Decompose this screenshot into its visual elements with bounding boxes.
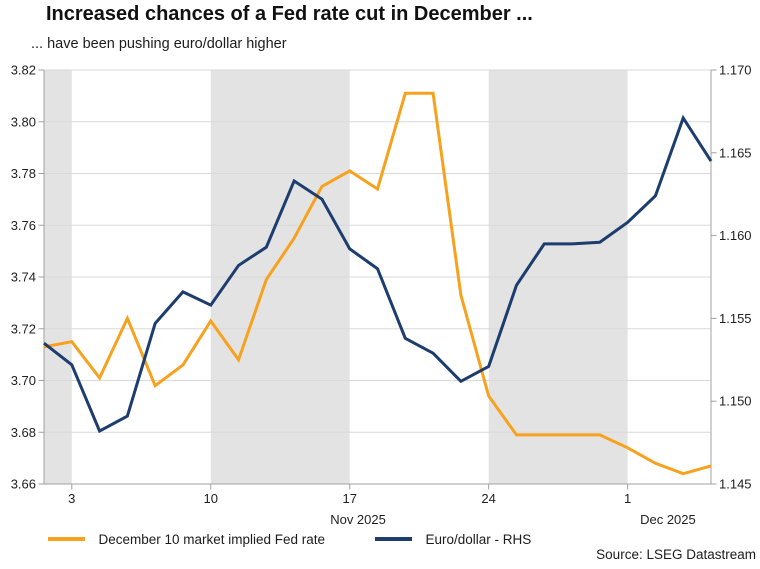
svg-text:3.82: 3.82 xyxy=(11,63,36,78)
svg-text:Nov 2025: Nov 2025 xyxy=(330,512,386,527)
svg-text:17: 17 xyxy=(342,491,356,506)
legend-item-eurodollar: Euro/dollar - RHS xyxy=(375,531,531,549)
chart-title: Increased chances of a Fed rate cut in D… xyxy=(46,3,533,25)
svg-text:1.145: 1.145 xyxy=(719,477,752,492)
svg-text:1.165: 1.165 xyxy=(719,145,752,160)
svg-text:10: 10 xyxy=(204,491,218,506)
svg-text:3.70: 3.70 xyxy=(11,373,36,388)
svg-text:1.155: 1.155 xyxy=(719,311,752,326)
svg-text:3.68: 3.68 xyxy=(11,425,36,440)
svg-text:3.72: 3.72 xyxy=(11,321,36,336)
chart-legend: December 10 market implied Fed rate Euro… xyxy=(0,531,760,549)
svg-text:1.150: 1.150 xyxy=(719,394,752,409)
x-axis-labels: 3 10 17 24 1 Nov 2025 Dec 2025 xyxy=(68,484,696,527)
line-chart: 3.82 3.80 3.78 3.76 3.74 3.72 3.70 3.68 3.66 1.17… xyxy=(11,63,752,528)
svg-text:1.160: 1.160 xyxy=(719,228,752,243)
gridlines xyxy=(44,69,711,433)
fed-rate-line-swatch-icon xyxy=(48,537,85,541)
left-axis-labels: 3.82 3.80 3.78 3.76 3.74 3.72 3.70 3.68 3.66 xyxy=(11,63,44,492)
svg-text:3.78: 3.78 xyxy=(11,166,36,181)
legend-label-eurodollar: Euro/dollar - RHS xyxy=(425,532,532,548)
right-axis-labels: 1.170 1.165 1.160 1.155 1.150 1.145 xyxy=(711,63,752,492)
svg-text:1: 1 xyxy=(624,491,631,506)
svg-text:Dec 2025: Dec 2025 xyxy=(640,512,696,527)
eurodollar-line-swatch-icon xyxy=(375,537,412,541)
svg-text:3.76: 3.76 xyxy=(11,218,36,233)
legend-item-fed-rate: December 10 market implied Fed rate xyxy=(48,531,325,549)
chart-subtitle: ... have been pushing euro/dollar higher xyxy=(31,36,287,52)
svg-text:24: 24 xyxy=(481,491,495,506)
svg-text:3: 3 xyxy=(68,491,75,506)
svg-text:3.66: 3.66 xyxy=(11,477,36,492)
source-note: Source: LSEG Datastream xyxy=(596,547,756,562)
svg-text:3.80: 3.80 xyxy=(11,114,36,129)
fed-rate-series-line xyxy=(43,91,712,476)
eurodollar-series-line xyxy=(43,114,713,434)
svg-text:1.170: 1.170 xyxy=(719,63,752,78)
svg-text:3.74: 3.74 xyxy=(11,270,36,285)
legend-label-fed-rate: December 10 market implied Fed rate xyxy=(98,532,326,548)
